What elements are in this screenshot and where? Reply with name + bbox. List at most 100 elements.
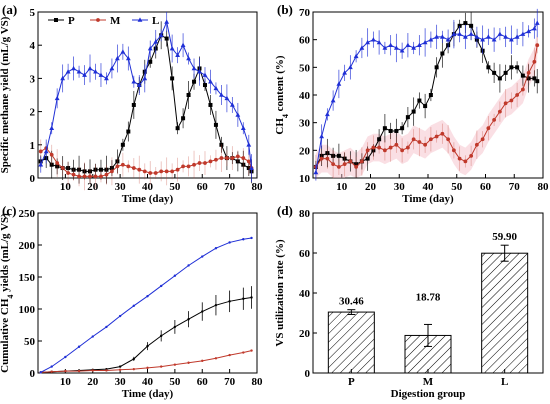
y-tick-label: 100	[19, 304, 36, 316]
data-label: 59.90	[492, 231, 517, 243]
data-point	[434, 134, 439, 139]
data-point	[49, 162, 54, 167]
y-tick-label: 5	[30, 7, 36, 19]
data-point	[342, 162, 347, 167]
data-point	[382, 45, 388, 50]
data-point	[93, 69, 98, 74]
data-point	[219, 142, 224, 147]
data-point	[82, 174, 87, 179]
x-tick-label: 80	[538, 181, 550, 193]
data-point	[105, 369, 108, 372]
data-point	[246, 142, 252, 147]
y-tick-label: 80	[299, 208, 311, 220]
data-point	[104, 167, 109, 172]
data-point	[492, 118, 497, 122]
data-point	[377, 145, 382, 150]
data-point	[462, 34, 468, 39]
data-point	[60, 75, 66, 81]
x-tick-label: 40	[142, 376, 154, 388]
data-point	[514, 34, 520, 39]
data-point	[50, 365, 53, 368]
data-point	[49, 152, 54, 157]
data-point	[49, 125, 55, 130]
data-point	[146, 295, 149, 298]
series-M-band	[315, 31, 538, 178]
data-point	[492, 70, 497, 75]
data-point	[491, 37, 497, 42]
data-point	[186, 55, 191, 61]
data-point	[91, 335, 94, 338]
data-point	[187, 318, 190, 321]
data-point	[336, 165, 341, 169]
data-point	[399, 48, 405, 53]
data-point	[400, 148, 405, 153]
x-tick-label: 30	[115, 376, 127, 388]
data-point	[469, 23, 474, 28]
data-point	[126, 164, 131, 169]
x-tick-label: 20	[87, 376, 99, 388]
data-point	[159, 169, 164, 174]
data-point	[173, 363, 177, 366]
data-point	[235, 154, 240, 159]
data-point	[230, 156, 235, 160]
data-point	[451, 31, 457, 36]
data-point	[93, 174, 98, 179]
data-point	[148, 59, 153, 64]
data-point	[142, 169, 147, 174]
data-point	[394, 142, 399, 147]
x-tick-label: 60	[197, 376, 209, 388]
data-point	[503, 101, 508, 106]
data-point	[246, 166, 251, 171]
x-tick-label: 70	[224, 181, 236, 193]
data-point	[457, 156, 462, 161]
data-point	[77, 369, 81, 373]
data-point	[531, 26, 537, 31]
data-point	[55, 164, 60, 169]
y-tick-label: 0	[30, 368, 36, 380]
series-line	[40, 147, 252, 177]
data-point	[382, 148, 387, 153]
data-point	[50, 370, 53, 373]
data-point	[526, 76, 531, 81]
data-point	[77, 345, 81, 348]
data-point	[486, 126, 491, 131]
panel-a: (a) 0 1 2 3 4 5 10 20 30 40 50 60 70 80 Time (day) Speci…	[0, 2, 263, 205]
data-point	[164, 169, 169, 174]
y-tick-label: 70	[299, 7, 311, 19]
data-point	[457, 23, 462, 28]
data-point	[319, 153, 324, 158]
data-point	[153, 171, 158, 175]
data-point	[422, 39, 428, 45]
data-point	[474, 34, 480, 39]
data-point	[400, 126, 405, 131]
data-point	[468, 31, 474, 36]
data-point	[319, 133, 325, 139]
data-point	[463, 21, 468, 26]
series-line	[40, 350, 252, 373]
x-axis-label: Digestion group	[391, 388, 466, 400]
y-axis-label: VS utilization rate (%)	[274, 239, 286, 347]
data-point	[146, 366, 149, 370]
data-point	[388, 145, 393, 150]
data-point	[347, 64, 353, 70]
panel-label: (c)	[2, 203, 16, 218]
x-tick-label: P	[348, 376, 355, 388]
data-point	[354, 162, 359, 167]
y-tick-label: 50	[299, 62, 311, 74]
data-point	[43, 148, 49, 154]
data-point	[503, 34, 509, 39]
data-point	[132, 304, 136, 307]
x-tick-label: 10	[60, 376, 72, 388]
data-point	[148, 171, 153, 175]
data-point	[428, 93, 433, 97]
data-point	[480, 137, 485, 142]
data-point	[71, 172, 76, 177]
data-point	[82, 72, 87, 77]
data-point	[520, 31, 526, 36]
data-point	[214, 303, 218, 307]
data-point	[377, 137, 382, 142]
data-point	[214, 247, 218, 250]
x-tick-label: 30	[115, 181, 127, 193]
data-point	[91, 369, 94, 372]
